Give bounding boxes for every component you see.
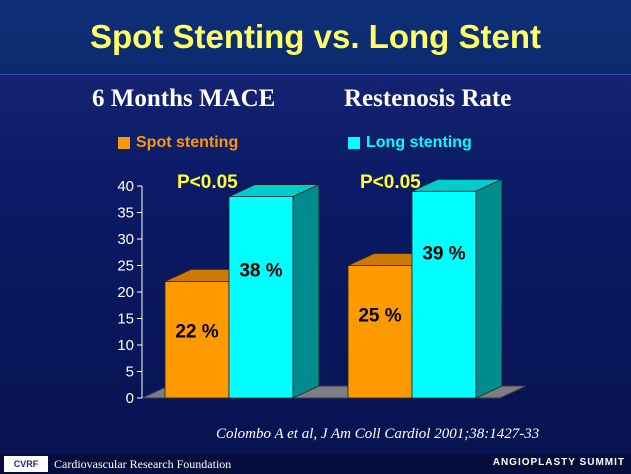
- summit-label: ANGIOPLASTY SUMMIT: [492, 457, 625, 468]
- y-tick-label: 35: [117, 205, 134, 222]
- bar-front: [228, 196, 294, 399]
- legend-item-spot: Spot stenting: [118, 134, 238, 152]
- slide-title: Spot Stenting vs. Long Stent: [90, 18, 541, 55]
- y-tick-label: 25: [117, 258, 134, 275]
- bar-front: [411, 190, 477, 399]
- p-value-annotation: P<0.05: [360, 172, 421, 193]
- legend-label-spot: Spot stenting: [136, 134, 239, 151]
- y-tick-label: 40: [117, 178, 134, 195]
- legend-item-long: Long stenting: [348, 134, 472, 152]
- bar-value-label: 22 %: [175, 321, 218, 342]
- bar-value-label: 38 %: [239, 261, 282, 282]
- cvrf-logo: CVRF: [4, 456, 48, 472]
- footer-band: [0, 454, 631, 474]
- category-label-restenosis: Restenosis Rate: [344, 85, 512, 112]
- bar-side: [475, 178, 503, 399]
- legend-label-long: Long stenting: [366, 134, 472, 151]
- bar-front: [164, 280, 230, 399]
- category-label-mace: 6 Months MACE: [92, 85, 276, 112]
- y-tick-label: 15: [117, 311, 134, 328]
- y-tick-label: 0: [126, 390, 134, 407]
- bar-value-label: 25 %: [358, 306, 401, 327]
- legend-swatch-spot: [118, 137, 130, 149]
- legend-swatch-long: [348, 137, 360, 149]
- bar-side: [292, 183, 320, 399]
- y-tick-label: 30: [117, 231, 134, 248]
- logo-text: CVRF: [13, 459, 39, 469]
- y-tick-label: 5: [126, 364, 134, 381]
- bar-front: [347, 265, 413, 399]
- y-tick-label: 10: [117, 337, 134, 354]
- p-value-annotation: P<0.05: [177, 172, 238, 193]
- bar-value-label: 39 %: [422, 243, 465, 264]
- y-tick-label: 20: [117, 284, 134, 301]
- title-band: [0, 0, 631, 75]
- foundation-name: Cardiovascular Research Foundation: [54, 457, 232, 471]
- citation: Colombo A et al, J Am Coll Cardiol 2001;…: [216, 426, 540, 442]
